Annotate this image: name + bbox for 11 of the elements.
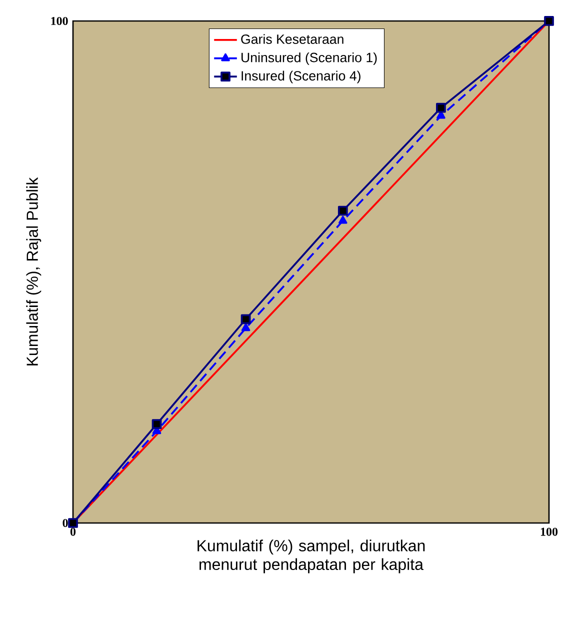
point: [152, 419, 162, 430]
legend-label: Garis Kesetaraan: [241, 34, 344, 44]
legend-label: Insured (Scenario 4): [242, 70, 360, 84]
point: [338, 216, 348, 224]
point: [436, 102, 446, 113]
legend-label: Uninsured (Scenario 1): [242, 52, 377, 65]
x-axis-title: Kumulatif (%) sampel, diurutkan menurut pendapatan per kapita: [198, 540, 425, 574]
y-axis-title: Kumulatif (%), Rajal Publik: [26, 177, 42, 366]
point: [338, 206, 348, 216]
point: [240, 314, 251, 324]
point: [241, 323, 250, 332]
